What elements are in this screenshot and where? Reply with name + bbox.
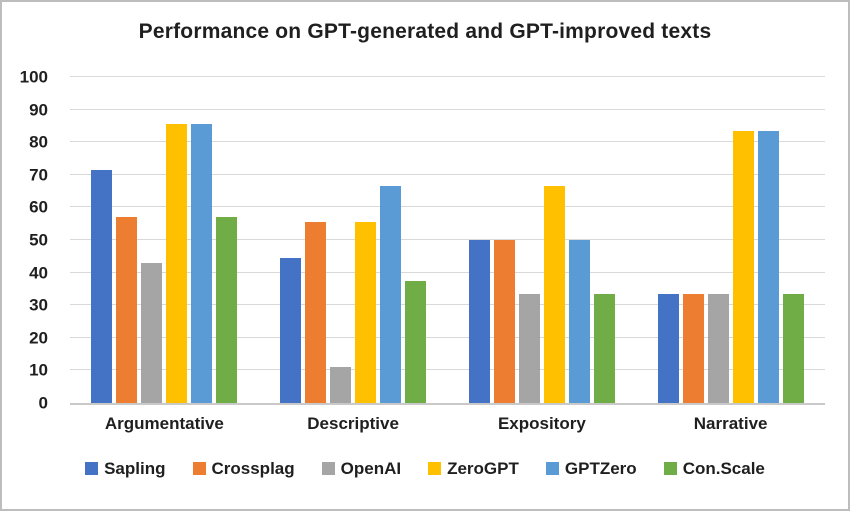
gridline-100: [70, 76, 825, 77]
legend-label: Con.Scale: [682, 459, 765, 478]
legend-swatch-icon: [321, 462, 335, 475]
legend-label: Sapling: [104, 459, 166, 478]
y-axis-tick-label-70: 70: [29, 165, 48, 185]
y-axis-tick-label-80: 80: [29, 132, 48, 152]
gridline-30: [70, 304, 825, 306]
legend-label: ZeroGPT: [447, 459, 519, 478]
legend-item-openai: OpenAI: [321, 459, 402, 478]
legend-label: OpenAI: [340, 459, 402, 478]
gridline-50: [70, 239, 825, 240]
bar-gptzero-descriptive: [380, 185, 402, 403]
bar-crossplag-descriptive: [305, 221, 327, 403]
bar-crossplag-expository: [493, 240, 515, 403]
legend-swatch-icon: [545, 462, 559, 475]
y-axis-tick-label-50: 50: [29, 230, 48, 250]
plot-area: [70, 76, 825, 405]
gridline-70: [70, 173, 825, 175]
bar-openai-expository: [518, 294, 540, 403]
bar-conscale-expository: [593, 294, 615, 403]
bar-gptzero-expository: [568, 240, 590, 403]
legend-swatch-icon: [85, 462, 99, 475]
legend-item-conscale: Con.Scale: [663, 459, 765, 478]
bar-openai-descriptive: [330, 366, 352, 403]
bar-zerogpt-descriptive: [355, 221, 377, 403]
bar-group-descriptive: [259, 77, 448, 403]
bar-conscale-descriptive: [405, 280, 427, 403]
gridline-20: [70, 336, 825, 338]
legend-swatch-icon: [192, 462, 206, 475]
bar-zerogpt-expository: [543, 185, 565, 403]
gridline-90: [70, 108, 825, 110]
bar-sapling-expository: [468, 240, 490, 403]
bar-group-narrative: [636, 77, 825, 403]
x-axis-category-label-argumentative: Argumentative: [104, 414, 224, 433]
gridline-40: [70, 271, 825, 273]
bar-conscale-narrative: [782, 294, 804, 403]
bar-sapling-narrative: [657, 294, 679, 403]
gridline-10: [70, 369, 825, 371]
x-axis-category-label-descriptive: Descriptive: [307, 414, 399, 433]
bar-sapling-descriptive: [280, 258, 302, 403]
bar-gptzero-argumentative: [191, 123, 213, 403]
bar-conscale-argumentative: [216, 216, 238, 403]
legend: Sapling Crossplag OpenAI ZeroGPT GPTZero Con.…: [2, 460, 848, 477]
bar-zerogpt-argumentative: [166, 123, 188, 403]
legend-label: GPTZero: [564, 459, 637, 478]
y-axis: 0 10 20 30 40 50 60 70 80 90 100: [2, 69, 52, 412]
bar-group-expository: [448, 77, 637, 403]
legend-item-crossplag: Crossplag: [192, 459, 295, 478]
legend-label: Crossplag: [211, 459, 295, 478]
y-axis-tick-label-100: 100: [19, 67, 48, 87]
bar-gptzero-narrative: [757, 131, 779, 403]
y-axis-tick-label-10: 10: [29, 360, 48, 380]
legend-item-zerogpt: ZeroGPT: [428, 460, 519, 477]
y-axis-tick-label-20: 20: [29, 328, 48, 348]
x-axis-category-label-narrative: Narrative: [693, 414, 768, 433]
bar-openai-argumentative: [141, 263, 163, 403]
bar-sapling-argumentative: [91, 170, 113, 403]
legend-item-sapling: Sapling: [85, 459, 166, 478]
y-axis-tick-label-90: 90: [29, 100, 48, 120]
gridline-80: [70, 141, 825, 143]
y-axis-tick-label-40: 40: [29, 263, 48, 283]
x-axis-category-label-expository: Expository: [497, 414, 586, 433]
gridline-60: [70, 206, 825, 208]
bar-openai-narrative: [707, 294, 729, 403]
legend-item-gptzero: GPTZero: [545, 459, 637, 478]
x-axis: Argumentative Descriptive Expository Narrat…: [70, 414, 825, 434]
bar-zerogpt-narrative: [732, 131, 754, 403]
bar-crossplag-argumentative: [116, 216, 138, 403]
chart-title: Performance on GPT-generated and GPT-imp…: [138, 20, 712, 43]
legend-swatch-icon: [428, 462, 442, 475]
y-axis-tick-label-0: 0: [38, 393, 48, 413]
legend-swatch-icon: [663, 462, 677, 475]
bar-crossplag-narrative: [682, 294, 704, 403]
bar-group-argumentative: [70, 77, 259, 403]
y-axis-tick-label-30: 30: [29, 295, 48, 315]
y-axis-tick-label-60: 60: [29, 197, 48, 217]
